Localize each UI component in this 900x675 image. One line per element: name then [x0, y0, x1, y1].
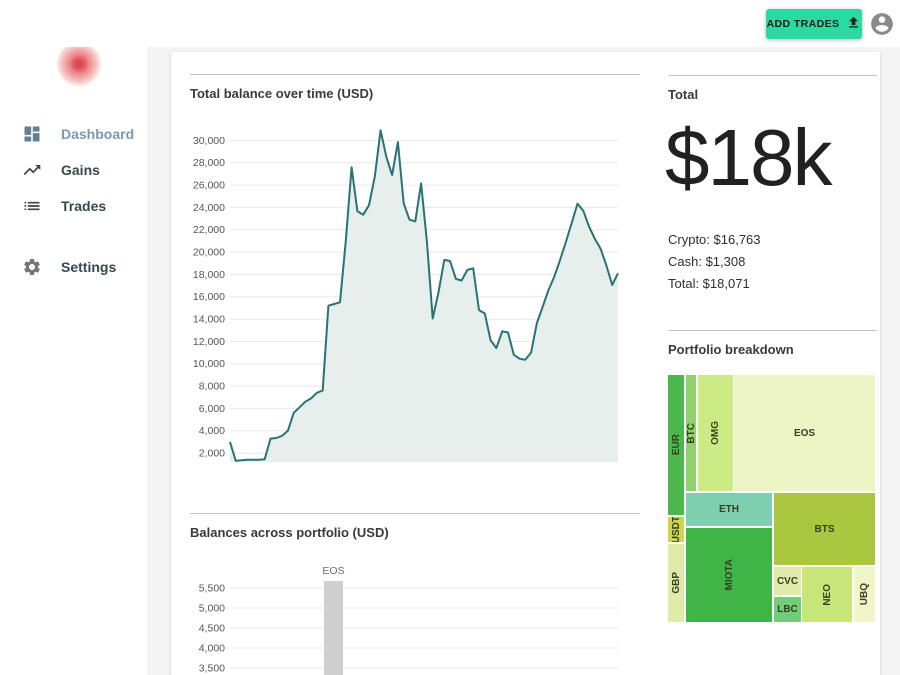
treemap-cell-ubq: UBQ: [854, 567, 875, 622]
svg-text:2,000: 2,000: [199, 448, 225, 460]
bar-chart-svg: 5,500 5,000 4,500 4,000 3,500 EOS: [199, 565, 618, 675]
svg-text:16,000: 16,000: [193, 291, 225, 303]
treemap-cell-eth: ETH: [686, 493, 772, 526]
treemap-cell-label: ETH: [719, 504, 739, 515]
svg-text:14,000: 14,000: [193, 314, 225, 326]
svg-text:3,500: 3,500: [199, 663, 225, 675]
treemap-cell-miota: MIOTA: [686, 528, 772, 622]
treemap-cell-eos: EOS: [734, 375, 875, 491]
line-chart-svg: 2,000 4,000 6,000 8,000 10,000 12,000 14,000 16…: [193, 129, 619, 463]
treemap-cell-neo: NEO: [802, 567, 852, 622]
sidebar: Dashboard Gains Trades Settings: [0, 0, 147, 675]
treemap-cell-label: UBQ: [859, 583, 870, 606]
portfolio-treemap: EUR USDT GBP BTC OMG EOS ETH MIOTA BTS CVC LBC NEO U…: [668, 375, 875, 622]
upload-icon: [846, 15, 861, 33]
app-logo: [57, 42, 101, 86]
dashboard-icon: [22, 124, 42, 144]
sidebar-item-trades[interactable]: Trades: [0, 188, 147, 224]
svg-text:4,500: 4,500: [199, 623, 225, 635]
treemap-cell-label: EOS: [793, 427, 816, 439]
svg-text:12,000: 12,000: [193, 336, 225, 348]
treemap-cell-gbp: GBP: [668, 544, 684, 622]
treemap-cell-label: BTS: [814, 523, 835, 535]
account-avatar-button[interactable]: [869, 11, 895, 37]
gear-icon: [22, 257, 42, 277]
sidebar-item-label: Gains: [61, 162, 100, 178]
treemap-cell-bts: BTS: [774, 493, 875, 565]
svg-text:8,000: 8,000: [199, 381, 225, 393]
svg-text:24,000: 24,000: [193, 202, 225, 214]
total-balance-line-chart: 2,000 4,000 6,000 8,000 10,000 12,000 14,000 16…: [181, 122, 621, 467]
svg-text:30,000: 30,000: [193, 135, 225, 147]
svg-text:4,000: 4,000: [199, 425, 225, 437]
sidebar-item-settings[interactable]: Settings: [0, 249, 147, 285]
account-circle-icon: [869, 13, 895, 40]
treemap-cell-eur: EUR: [668, 375, 684, 515]
top-bar: ADD TRADES: [0, 0, 900, 47]
total-stats: Crypto: $16,763 Cash: $1,308 Total: $18,…: [668, 229, 761, 295]
treemap-cell-label: NEO: [821, 583, 833, 606]
svg-text:5,000: 5,000: [199, 603, 225, 615]
sidebar-item-gains[interactable]: Gains: [0, 152, 147, 188]
main-card: Total balance over time (USD) 2,000 4,000…: [171, 52, 880, 675]
treemap-cell-label: LBC: [777, 604, 798, 615]
treemap-cell-omg: OMG: [698, 375, 733, 491]
section-title-balance-over-time: Total balance over time (USD): [190, 86, 374, 101]
svg-text:5,500: 5,500: [199, 583, 225, 595]
treemap-cell-usdt: USDT: [668, 517, 684, 542]
treemap-cell-label: GBP: [670, 572, 682, 594]
total-big-value: $18k: [665, 113, 832, 202]
svg-text:EOS: EOS: [322, 565, 344, 577]
stat-crypto: Crypto: $16,763: [668, 232, 761, 247]
treemap-cell-lbc: LBC: [774, 597, 801, 622]
sidebar-item-label: Settings: [61, 259, 117, 275]
balances-bar-chart: 5,500 5,000 4,500 4,000 3,500 EOS: [181, 560, 621, 675]
section-title-portfolio: Portfolio breakdown: [668, 342, 794, 357]
add-trades-button[interactable]: ADD TRADES: [766, 9, 862, 39]
sidebar-item-dashboard[interactable]: Dashboard: [0, 116, 147, 152]
svg-text:6,000: 6,000: [199, 403, 225, 415]
treemap-cell-label: MIOTA: [723, 559, 735, 591]
add-trades-label: ADD TRADES: [766, 18, 840, 30]
trending-up-icon: [22, 160, 42, 180]
divider: [668, 75, 877, 76]
stat-total: Total: $18,071: [668, 276, 750, 291]
treemap-cell-cvc: CVC: [774, 567, 801, 595]
svg-text:28,000: 28,000: [193, 157, 225, 169]
treemap-cell-btc: BTC: [686, 375, 696, 491]
sidebar-item-label: Dashboard: [61, 126, 135, 142]
list-icon: [22, 196, 42, 216]
stat-cash: Cash: $1,308: [668, 254, 746, 269]
section-title-total: Total: [668, 87, 699, 102]
section-title-balances-across: Balances across portfolio (USD): [190, 525, 389, 540]
treemap-cell-label: BTC: [686, 422, 696, 444]
treemap-cell-label: EUR: [670, 434, 682, 456]
svg-text:4,000: 4,000: [199, 643, 225, 655]
svg-text:22,000: 22,000: [193, 224, 225, 236]
svg-text:20,000: 20,000: [193, 247, 225, 259]
divider: [668, 330, 877, 331]
treemap-cell-label: CVC: [776, 575, 799, 587]
divider: [190, 513, 640, 514]
svg-text:18,000: 18,000: [193, 269, 225, 281]
svg-text:26,000: 26,000: [193, 180, 225, 192]
treemap-cell-label: OMG: [710, 421, 721, 445]
divider: [190, 74, 640, 75]
sidebar-item-label: Trades: [61, 198, 107, 214]
treemap-cell-label: USDT: [670, 517, 682, 542]
svg-text:10,000: 10,000: [193, 358, 225, 370]
